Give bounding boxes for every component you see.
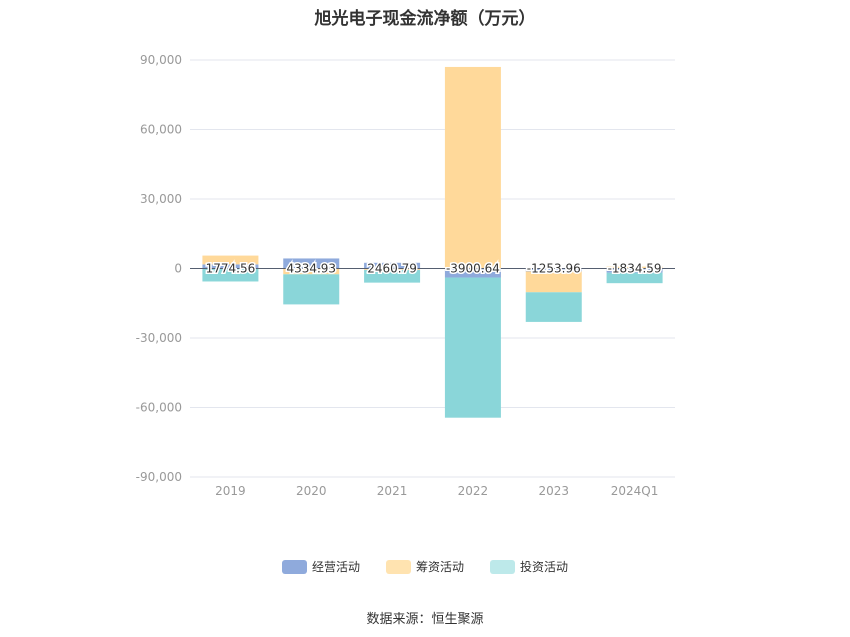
- x-tick-label: 2024Q1: [611, 484, 659, 498]
- bar-operating-2019: [202, 264, 259, 269]
- bar-financing-2023: [525, 271, 582, 293]
- bar-investing-2019: [202, 268, 259, 282]
- x-tick-label: 2021: [377, 484, 408, 498]
- y-tick-label: -60,000: [136, 401, 182, 415]
- legend-label-financing: 筹资活动: [415, 560, 464, 574]
- chart-title: 旭光电子现金流净额（万元）: [314, 9, 536, 29]
- gridlines: [190, 59, 675, 478]
- bar-investing-2022: [444, 277, 501, 418]
- data-labels: 1774.56 4334.93 2460.79 -3900.64 -1253.96 -18…: [204, 260, 663, 277]
- bars: [202, 66, 663, 418]
- data-source: 数据来源：恒生聚源: [366, 612, 484, 627]
- bar-operating-2021: [364, 262, 421, 269]
- legend-item-operating[interactable]: 经营活动: [281, 558, 360, 575]
- data-label: 2460.79: [367, 262, 417, 276]
- x-tick-label: 2019: [215, 484, 246, 498]
- y-tick-label: -90,000: [136, 470, 182, 484]
- bar-investing-2024Q1: [606, 272, 663, 284]
- data-label: -1253.96: [527, 262, 581, 276]
- legend: 经营活动 筹资活动 投资活动: [0, 558, 850, 575]
- x-tick-label: 2023: [538, 484, 569, 498]
- y-tick-label: -30,000: [136, 331, 182, 345]
- legend-swatch-financing: [385, 559, 411, 574]
- bar-financing-2022: [444, 66, 501, 269]
- bar-operating-2020: [283, 258, 340, 269]
- data-label: -3900.64: [446, 262, 500, 276]
- bar-investing-2021: [364, 269, 421, 283]
- data-label: 4334.93: [286, 262, 336, 276]
- y-tick-label: 60,000: [140, 123, 182, 137]
- y-tick-label: 90,000: [140, 53, 182, 67]
- bar-financing-2019: [202, 255, 259, 265]
- legend-swatch-operating: [281, 559, 307, 574]
- bar-financing-2024Q1: [606, 266, 663, 269]
- legend-label-investing: 投资活动: [520, 560, 569, 574]
- bar-operating-2024Q1: [606, 268, 663, 273]
- bar-operating-2023: [525, 268, 582, 272]
- x-tick-label: 2022: [458, 484, 489, 498]
- data-label: -1834.59: [608, 262, 662, 276]
- bar-financing-2020: [283, 268, 340, 275]
- legend-item-investing[interactable]: 投资活动: [490, 558, 568, 575]
- legend-label-operating: 经营活动: [311, 560, 360, 574]
- data-label: 1774.56: [206, 262, 256, 276]
- x-axis-ticks: 2019 2020 2021 2022 2023 2024Q1: [215, 484, 658, 498]
- y-tick-label: 0: [174, 262, 182, 276]
- bar-operating-2022: [444, 268, 501, 278]
- bar-investing-2020: [283, 274, 340, 305]
- y-tick-label: 30,000: [140, 192, 182, 206]
- legend-item-financing[interactable]: 筹资活动: [385, 558, 464, 575]
- bar-financing-2021: [364, 268, 421, 270]
- y-axis-ticks: 90,000 60,000 30,000 0 -30,000 -60,000 -90,000: [136, 53, 182, 484]
- x-tick-label: 2020: [296, 484, 327, 498]
- bar-investing-2023: [525, 292, 582, 322]
- legend-swatch-investing: [490, 559, 515, 574]
